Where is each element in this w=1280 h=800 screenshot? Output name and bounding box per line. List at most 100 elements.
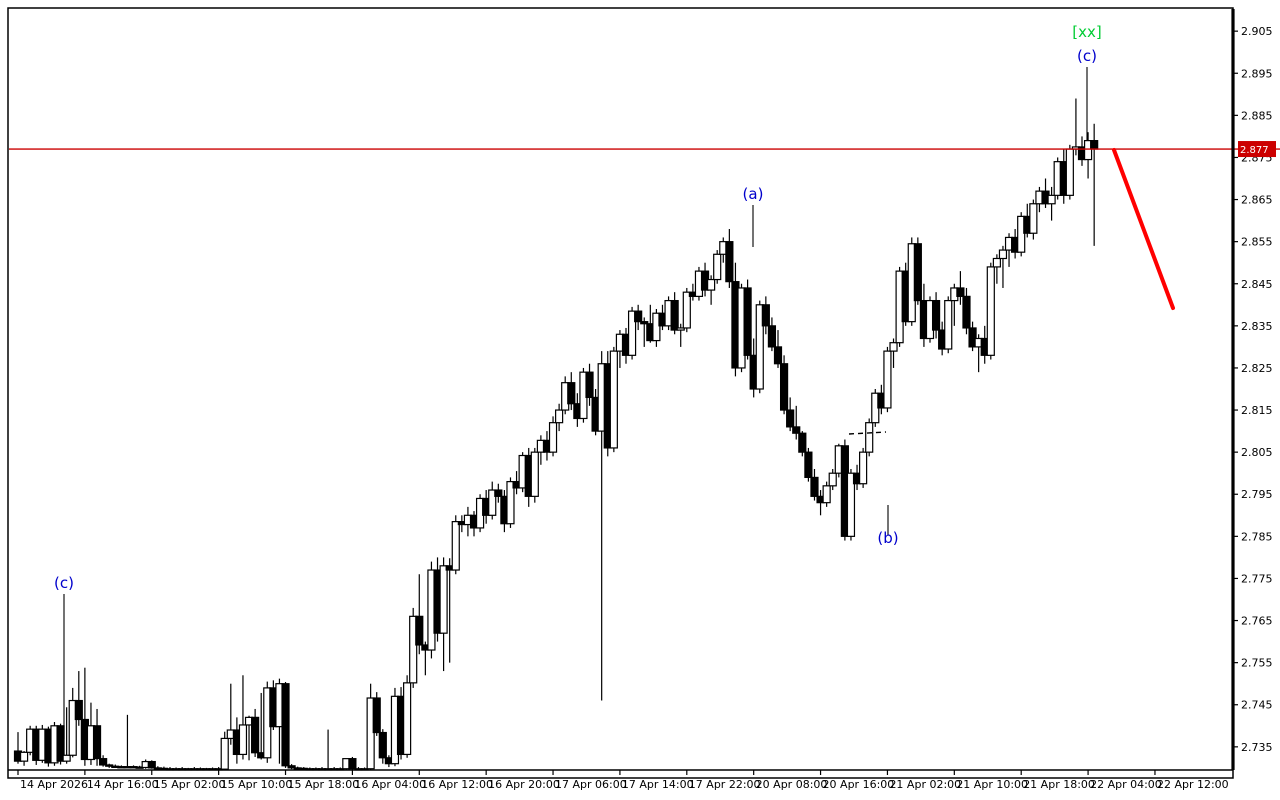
candle bbox=[409, 607, 418, 688]
candle-body-down bbox=[956, 287, 965, 297]
candle-series bbox=[13, 98, 1099, 771]
trend-line-arrow[interactable] bbox=[1112, 148, 1175, 310]
candle bbox=[804, 447, 813, 482]
candle-body-down bbox=[640, 321, 649, 325]
price-axis: 2.9052.8952.8852.8752.8652.8552.8452.835… bbox=[1231, 9, 1273, 770]
price-tick-label: 2.865 bbox=[1241, 194, 1273, 207]
candle-body-down bbox=[962, 295, 971, 329]
candle bbox=[372, 692, 381, 736]
candle-body-up bbox=[944, 299, 953, 350]
candle-body-down bbox=[725, 241, 734, 283]
candle bbox=[786, 397, 795, 432]
candle bbox=[755, 300, 764, 394]
candle bbox=[287, 764, 296, 770]
candle bbox=[1065, 144, 1074, 200]
price-tick-label: 2.885 bbox=[1241, 109, 1273, 122]
forecast-trend-line[interactable] bbox=[1112, 148, 1175, 310]
candle bbox=[62, 707, 71, 764]
candle-body-up bbox=[220, 737, 229, 770]
candle-body-up bbox=[1017, 215, 1026, 253]
candle-body-up bbox=[713, 253, 722, 281]
candle-body-up bbox=[986, 266, 995, 356]
candle bbox=[74, 671, 83, 726]
price-tick-label: 2.765 bbox=[1241, 615, 1273, 628]
time-tick-label: 20 Apr 16:00 bbox=[823, 778, 895, 791]
time-tick-label: 16 Apr 04:00 bbox=[354, 778, 426, 791]
candle-body-down bbox=[99, 758, 108, 766]
candle bbox=[743, 279, 752, 360]
candle bbox=[627, 306, 637, 360]
candle-body-up bbox=[609, 350, 618, 449]
dashed-connector bbox=[848, 431, 887, 435]
time-tick-label: 15 Apr 02:00 bbox=[154, 778, 226, 791]
candle bbox=[99, 755, 108, 767]
candle bbox=[944, 296, 953, 354]
candle-body-up bbox=[707, 278, 716, 291]
candle-body-up bbox=[682, 291, 691, 329]
candle-body-up bbox=[506, 481, 515, 525]
box-label-xx: [xx] bbox=[1072, 23, 1101, 41]
candle-body-up bbox=[1065, 148, 1074, 196]
candle bbox=[931, 292, 941, 339]
price-tick-label: 2.845 bbox=[1241, 278, 1273, 291]
time-tick-label: 22 Apr 04:00 bbox=[1090, 778, 1162, 791]
price-tag-bg bbox=[1238, 141, 1276, 158]
candle bbox=[348, 756, 357, 770]
candle-body-up bbox=[992, 257, 1001, 268]
candle bbox=[913, 237, 922, 305]
time-tick-label: 21 Apr 18:00 bbox=[1023, 778, 1095, 791]
time-tick-label: 17 Apr 14:00 bbox=[622, 778, 694, 791]
candle-body-down bbox=[779, 363, 789, 411]
candle bbox=[998, 245, 1008, 288]
candle-body-down bbox=[585, 371, 594, 399]
price-tick-label: 2.795 bbox=[1241, 488, 1273, 501]
price-tick-label: 2.785 bbox=[1241, 530, 1273, 543]
price-tick-label: 2.895 bbox=[1241, 67, 1273, 80]
candle bbox=[767, 317, 777, 352]
candle-body-down bbox=[761, 304, 770, 327]
time-tick-label: 16 Apr 12:00 bbox=[421, 778, 493, 791]
candle-body-up bbox=[530, 451, 539, 497]
candle bbox=[968, 321, 977, 352]
candle-body-down bbox=[968, 327, 977, 348]
candle-body-up bbox=[19, 751, 29, 762]
candle-body-up bbox=[889, 342, 898, 352]
time-tick-label: 21 Apr 02:00 bbox=[889, 778, 961, 791]
price-tick-label: 2.905 bbox=[1241, 25, 1273, 38]
time-tick-label: 20 Apr 08:00 bbox=[756, 778, 828, 791]
price-tick-label: 2.835 bbox=[1241, 320, 1273, 333]
price-tick-label: 2.805 bbox=[1241, 446, 1273, 459]
candle bbox=[865, 418, 874, 457]
candle-body-up bbox=[627, 310, 637, 356]
candle-body-up bbox=[451, 521, 460, 571]
candle-body-down bbox=[494, 489, 503, 497]
candle bbox=[798, 431, 807, 457]
candle bbox=[19, 751, 29, 766]
candle-body-up bbox=[822, 485, 831, 504]
candle bbox=[810, 468, 819, 501]
candle bbox=[220, 731, 229, 770]
candle bbox=[828, 468, 837, 491]
candle-body-down bbox=[792, 426, 801, 434]
candle-body-up bbox=[488, 489, 497, 516]
candle-body-up bbox=[859, 451, 868, 485]
candle bbox=[889, 338, 898, 368]
candle bbox=[323, 729, 333, 771]
candle-body-down bbox=[767, 325, 777, 348]
candle bbox=[1090, 123, 1099, 246]
candle-body-up bbox=[755, 304, 764, 390]
candle-body-up bbox=[652, 312, 661, 342]
candle bbox=[676, 323, 685, 347]
candle-body-down bbox=[92, 725, 102, 760]
candle bbox=[725, 229, 734, 288]
price-tick-label: 2.775 bbox=[1241, 572, 1273, 585]
candle bbox=[123, 714, 132, 769]
candle bbox=[956, 271, 965, 305]
candle-body-up bbox=[828, 472, 837, 487]
candle-body-down bbox=[670, 299, 679, 331]
candle bbox=[494, 483, 503, 503]
time-tick-label: 21 Apr 10:00 bbox=[956, 778, 1028, 791]
